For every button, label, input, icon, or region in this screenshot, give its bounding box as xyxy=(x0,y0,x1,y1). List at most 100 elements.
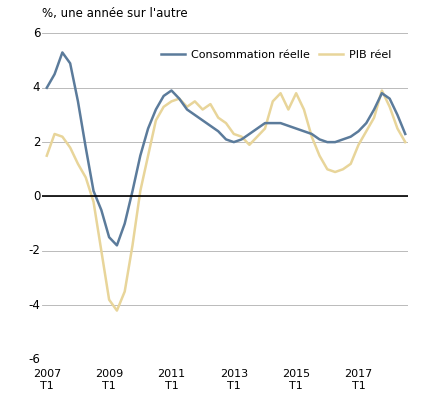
PIB réel xyxy=(348,161,353,166)
Text: 2007: 2007 xyxy=(33,369,61,379)
PIB réel xyxy=(239,134,244,139)
PIB réel xyxy=(146,153,151,158)
Consommation réelle xyxy=(270,120,275,125)
PIB réel xyxy=(138,189,143,194)
Text: T1: T1 xyxy=(40,381,53,391)
Consommation réelle xyxy=(278,120,283,125)
PIB réel xyxy=(255,134,260,139)
Text: 2: 2 xyxy=(33,135,40,149)
Text: 2011: 2011 xyxy=(157,369,186,379)
PIB réel xyxy=(153,118,158,123)
PIB réel xyxy=(68,145,73,150)
PIB réel xyxy=(44,153,49,158)
Consommation réelle xyxy=(52,71,57,76)
Text: T1: T1 xyxy=(289,381,303,391)
PIB réel xyxy=(224,120,229,125)
Consommation réelle xyxy=(200,118,205,123)
Consommation réelle xyxy=(286,123,291,128)
PIB réel xyxy=(122,289,127,294)
PIB réel xyxy=(325,167,330,172)
PIB réel xyxy=(379,88,384,93)
Consommation réelle xyxy=(224,137,229,142)
Text: T1: T1 xyxy=(352,381,365,391)
Consommation réelle xyxy=(138,153,143,158)
PIB réel xyxy=(333,170,338,175)
Consommation réelle xyxy=(184,107,189,112)
PIB réel xyxy=(341,167,346,172)
PIB réel xyxy=(278,91,283,96)
Consommation réelle xyxy=(208,123,213,128)
Text: 2015: 2015 xyxy=(282,369,310,379)
Consommation réelle xyxy=(146,126,151,131)
PIB réel xyxy=(403,140,408,145)
Consommation réelle xyxy=(75,99,80,104)
Consommation réelle xyxy=(153,107,158,112)
Consommation réelle xyxy=(115,243,120,248)
Consommation réelle xyxy=(239,137,244,142)
Text: -4: -4 xyxy=(28,298,40,312)
PIB réel xyxy=(356,142,361,148)
Text: 6: 6 xyxy=(33,27,40,40)
PIB réel xyxy=(317,153,322,158)
Consommation réelle xyxy=(255,126,260,131)
PIB réel xyxy=(208,102,213,107)
PIB réel xyxy=(231,131,236,136)
PIB réel xyxy=(301,107,306,112)
Consommation réelle xyxy=(161,94,166,99)
PIB réel xyxy=(99,248,104,253)
Consommation réelle xyxy=(247,131,252,136)
PIB réel xyxy=(83,175,88,180)
Consommation réelle xyxy=(333,140,338,145)
Consommation réelle xyxy=(301,129,306,134)
PIB réel xyxy=(293,91,298,96)
Consommation réelle xyxy=(107,234,112,240)
PIB réel xyxy=(200,107,205,112)
Consommation réelle xyxy=(169,88,174,93)
Consommation réelle xyxy=(403,131,408,136)
Consommation réelle xyxy=(356,129,361,134)
Consommation réelle xyxy=(99,208,104,212)
PIB réel xyxy=(52,131,57,136)
Text: -6: -6 xyxy=(28,353,40,366)
PIB réel xyxy=(216,115,221,120)
Consommation réelle xyxy=(216,129,221,134)
Text: T1: T1 xyxy=(227,381,241,391)
PIB réel xyxy=(395,126,400,131)
PIB réel xyxy=(262,126,267,131)
Consommation réelle xyxy=(293,126,298,131)
PIB réel xyxy=(387,104,392,109)
PIB réel xyxy=(60,134,65,139)
Consommation réelle xyxy=(325,140,330,145)
PIB réel xyxy=(107,297,112,302)
Consommation réelle xyxy=(231,140,236,145)
PIB réel xyxy=(270,99,275,104)
PIB réel xyxy=(192,99,197,104)
PIB réel xyxy=(247,142,252,148)
Consommation réelle xyxy=(348,134,353,139)
Text: 2009: 2009 xyxy=(95,369,123,379)
Text: T1: T1 xyxy=(165,381,179,391)
Consommation réelle xyxy=(262,120,267,125)
Text: 2017: 2017 xyxy=(344,369,373,379)
Consommation réelle xyxy=(60,50,65,55)
Consommation réelle xyxy=(177,96,182,101)
PIB réel xyxy=(286,107,291,112)
PIB réel xyxy=(184,104,189,109)
PIB réel xyxy=(364,129,369,134)
Text: -2: -2 xyxy=(28,244,40,257)
Text: 4: 4 xyxy=(33,81,40,94)
Consommation réelle xyxy=(387,96,392,101)
Text: %, une année sur l'autre: %, une année sur l'autre xyxy=(42,8,188,20)
PIB réel xyxy=(75,161,80,166)
PIB réel xyxy=(115,308,120,313)
PIB réel xyxy=(177,96,182,101)
Line: PIB réel: PIB réel xyxy=(47,90,405,311)
Legend: Consommation réelle, PIB réel: Consommation réelle, PIB réel xyxy=(157,46,395,64)
Consommation réelle xyxy=(130,189,135,194)
Text: 2013: 2013 xyxy=(220,369,248,379)
Text: T1: T1 xyxy=(102,381,116,391)
Consommation réelle xyxy=(372,107,377,112)
Consommation réelle xyxy=(122,221,127,226)
PIB réel xyxy=(91,199,96,204)
PIB réel xyxy=(161,104,166,109)
